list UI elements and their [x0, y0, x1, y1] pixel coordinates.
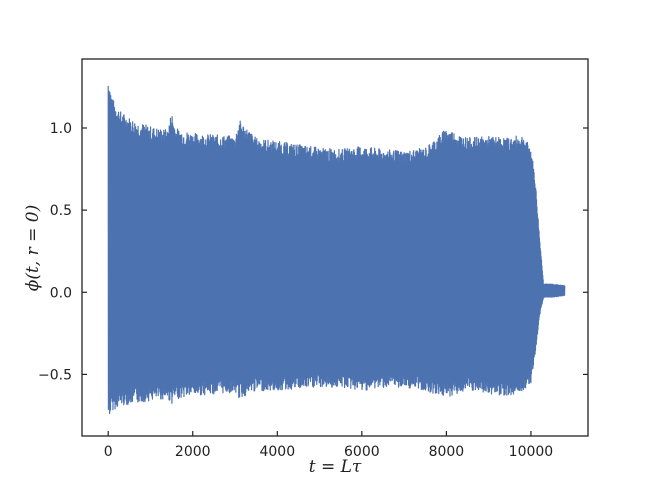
y-tick-label: 0.0 [50, 285, 72, 301]
y-tick-label: 0.5 [50, 203, 72, 219]
axes-frame [81, 58, 589, 437]
x-tick-label: 2000 [175, 444, 211, 460]
y-tick-label: 1.0 [50, 121, 72, 137]
plot-area [107, 85, 566, 415]
y-axis-label: ϕ(t, r = 0) [23, 205, 43, 292]
y-axis: −0.5 0.0 0.5 1.0 [38, 121, 588, 383]
x-tick-label: 4000 [259, 444, 295, 460]
y-tick-label: −0.5 [38, 367, 72, 383]
x-axis: 0 2000 4000 6000 8000 10000 [104, 431, 553, 460]
x-tick-label: 10000 [509, 444, 554, 460]
x-tick-label: 0 [104, 444, 113, 460]
signal-line [107, 85, 566, 415]
x-tick-label: 6000 [344, 444, 380, 460]
x-axis-label: t = Lτ [309, 457, 362, 477]
x-tick-label: 8000 [429, 444, 465, 460]
